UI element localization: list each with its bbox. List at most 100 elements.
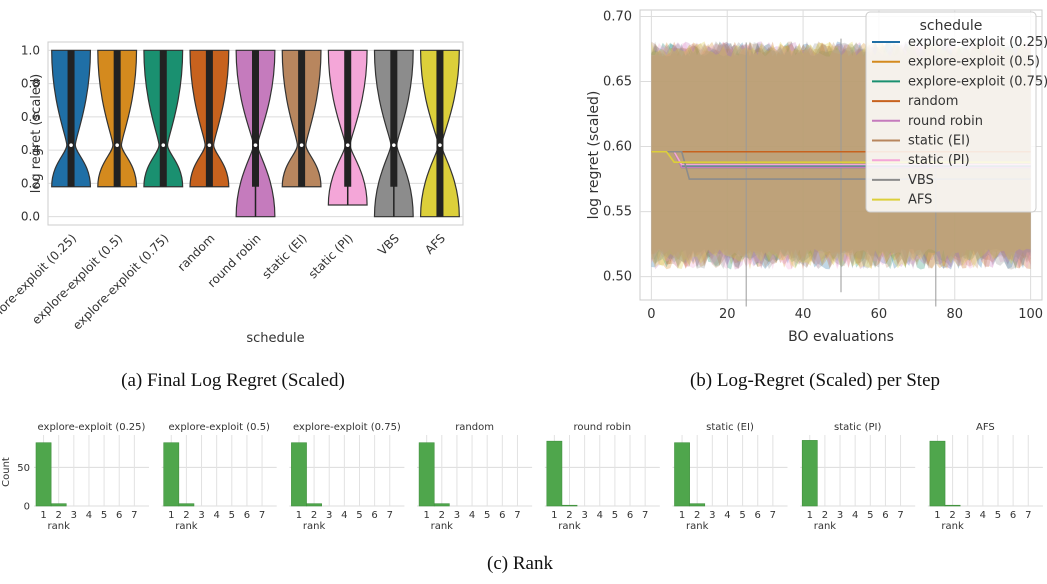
rank-bar [50,503,67,507]
facet: explore-exploit (0.25) 1 2 3 4 5 6 7 rank [34,422,149,532]
y-tick-label: 1.0 [21,43,40,57]
facet: random 1 2 3 4 5 6 7 rank [417,422,533,532]
x-tick-label: 4 [213,510,219,521]
x-tick-label: AFS [422,231,448,257]
x-tick-label: 2 [566,510,572,521]
x-tick-label: 7 [1025,510,1031,521]
facet: AFS 1 2 3 4 5 6 7 rank [927,422,1043,532]
legend-entry: explore-exploit (0.5) [908,55,1040,70]
x-axis-label: rank [48,521,71,532]
x-tick-label: 4 [86,510,92,521]
violin-iqr-box [390,50,398,187]
x-tick-label: 4 [852,510,858,521]
y-tick-label: 0.65 [603,75,632,90]
violin-iqr-box [205,50,213,187]
violin-median [299,143,304,147]
violin-median [345,143,350,147]
y-tick-label: 0.0 [21,210,40,224]
rank-bar [163,442,180,507]
rank-bar [306,503,322,507]
x-axis-label: rank [814,521,837,532]
caption-c: (c) Rank [487,553,553,574]
x-axis-label: rank [686,521,709,532]
rank-bar [546,440,563,507]
legend-entry: round robin [908,114,983,129]
x-tick-label: 1 [423,510,429,521]
x-tick-label: 6 [244,510,250,521]
facet-title: AFS [976,422,995,433]
x-tick-label: 6 [882,510,888,521]
violin-iqr-box [113,50,121,187]
x-axis-label: BO evaluations [788,329,894,345]
y-axis-label: log regret (scaled) [29,74,44,193]
x-tick-label: 3 [837,510,843,521]
facet: explore-exploit (0.75) 1 2 3 4 5 6 7 rank [289,422,405,532]
violin-median [115,143,119,147]
violin-iqr-box [252,50,259,187]
facet: round robin 1 2 3 4 5 6 7 rank [544,422,660,532]
x-axis-label: rank [941,521,964,532]
x-tick-label: 6 [1010,510,1016,521]
legend-box [865,11,1037,213]
y-axis-label: Count [1,457,12,487]
facet-title: static (PI) [834,422,882,433]
facet: static (PI) 1 2 3 4 5 6 7 rank [800,422,916,532]
rank-bar [418,442,435,507]
violin-iqr-box [67,50,75,187]
x-tick-label: 1 [551,510,557,521]
x-tick-label: VBS [375,231,402,258]
legend-entry: VBS [908,173,934,188]
x-tick-label: explore-exploit (0.5) [29,231,125,327]
x-tick-label: 80 [947,307,964,322]
caption-b: (b) Log-Regret (Scaled) per Step [690,370,940,391]
y-tick-label: 0.8 [21,77,40,91]
x-tick-label: 2 [694,510,700,521]
x-tick-label: 4 [341,510,347,521]
line-chart: 0 20 40 60 80 100 0.50 0.55 0.60 0.65 0.70 BO evalu… [586,9,1047,345]
violin-median [69,143,73,147]
x-tick-label: 1 [934,510,940,521]
violin-median [207,143,212,147]
x-tick-label: 5 [101,510,107,521]
x-axis-label: schedule [246,331,304,346]
rank-bar [433,503,450,507]
legend-entry: explore-exploit (0.25) [908,35,1047,50]
x-tick-label: 1 [807,510,813,521]
facet-title: round robin [573,422,631,433]
x-axis-label: rank [558,521,581,532]
y-tick-label: 0.55 [603,205,632,220]
rank-bar [561,504,578,507]
x-tick-label: 2 [439,510,445,521]
x-tick-label: 5 [356,510,362,521]
rank-bar [35,442,52,507]
x-tick-label: 40 [795,307,812,322]
x-tick-label: 1 [296,510,302,521]
y-tick-label: 0.2 [21,176,40,190]
facet-title: random [455,422,494,433]
x-tick-label: 7 [387,510,393,521]
y-axis-label: log regret (scaled) [586,91,602,220]
violin-median [161,143,166,147]
x-tick-label: static (EI) [259,231,309,281]
y-tick-label: 0.70 [603,10,632,25]
y-tick-label: 0.50 [603,270,632,285]
x-tick-label: 60 [871,307,888,322]
rank-bar [944,504,961,507]
x-axis-label: rank [175,521,198,532]
x-tick-label: 3 [709,510,715,521]
legend-entry: AFS [908,193,932,208]
x-tick-label: 2 [183,510,189,521]
legend-entry: explore-exploit (0.75) [908,74,1047,89]
rank-bar [801,440,818,507]
x-tick-label: random [175,231,218,274]
rank-bar [689,503,706,507]
y-tick-label: 0.6 [21,110,40,124]
violin-iqr-box [436,50,444,217]
x-tick-label: 3 [454,510,460,521]
x-tick-label: 2 [311,510,317,521]
x-axis-label: rank [303,521,326,532]
x-tick-label: 6 [627,510,633,521]
x-tick-label: 7 [897,510,903,521]
